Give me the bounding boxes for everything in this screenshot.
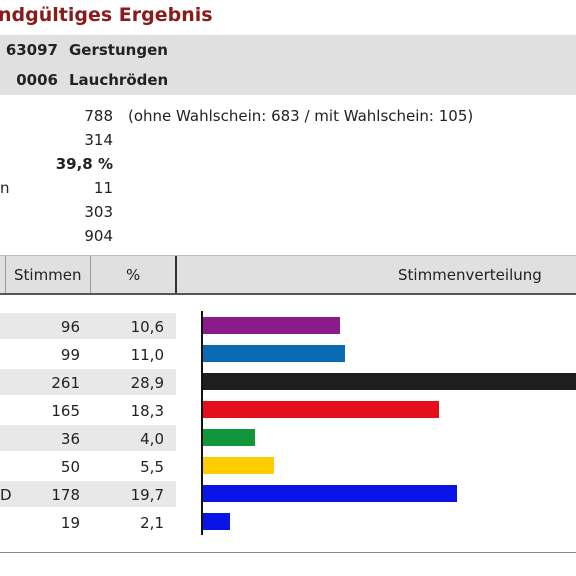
votes-cell: 36 — [60, 430, 80, 448]
table-row: 96 10,6 — [0, 313, 176, 339]
percent-cell: 10,6 — [130, 318, 164, 336]
percent-cell: 2,1 — [140, 514, 164, 532]
vote-share-bar — [203, 485, 457, 502]
table-row: D 178 19,7 — [0, 481, 176, 507]
region-name: Lauchröden — [69, 71, 169, 89]
stat-label-fragment: n — [0, 179, 10, 197]
vote-share-bar — [203, 513, 230, 530]
region-row-district: 0006 Lauchröden — [0, 65, 576, 95]
bar-chart-axis — [201, 311, 203, 535]
table-row: 261 28,9 — [0, 369, 176, 395]
votes-cell: 50 — [60, 458, 80, 476]
table-row: 19 2,1 — [0, 509, 176, 535]
table-row: 36 4,0 — [0, 425, 176, 451]
column-divider — [90, 256, 91, 293]
votes-cell: 261 — [51, 374, 80, 392]
page-title: ndgültiges Ergebnis — [0, 4, 213, 26]
table-bottom-border — [0, 552, 576, 553]
table-header: Stimmen % Stimmenverteilung — [0, 255, 576, 295]
stat-value: 904 — [84, 227, 113, 245]
region-code: 63097 — [5, 41, 58, 59]
percent-cell: 28,9 — [130, 374, 164, 392]
column-divider — [5, 256, 6, 293]
region-name: Gerstungen — [69, 41, 168, 59]
vote-share-bar — [203, 345, 345, 362]
vote-share-bar — [203, 457, 274, 474]
table-row: 165 18,3 — [0, 397, 176, 423]
percent-cell: 18,3 — [130, 402, 164, 420]
turnout-value: 39,8 % — [55, 155, 113, 173]
header-distribution: Stimmenverteilung — [398, 266, 542, 284]
column-divider — [175, 256, 177, 293]
stat-value: 314 — [84, 131, 113, 149]
vote-share-bar — [203, 317, 340, 334]
stat-value: 303 — [84, 203, 113, 221]
percent-cell: 4,0 — [140, 430, 164, 448]
table-row: 99 11,0 — [0, 341, 176, 367]
votes-cell: 19 — [60, 514, 80, 532]
vote-share-bar — [203, 373, 576, 390]
votes-cell: 178 — [51, 486, 80, 504]
stat-value: 788 — [84, 107, 113, 125]
vote-share-bar — [203, 429, 255, 446]
row-label-fragment: D — [0, 486, 12, 504]
vote-share-bar — [203, 401, 439, 418]
stat-note: (ohne Wahlschein: 683 / mit Wahlschein: … — [128, 107, 474, 125]
percent-cell: 5,5 — [140, 458, 164, 476]
region-row-municipality: 63097 Gerstungen — [0, 35, 576, 65]
votes-cell: 96 — [60, 318, 80, 336]
table-row: 50 5,5 — [0, 453, 176, 479]
percent-cell: 11,0 — [130, 346, 164, 364]
votes-cell: 99 — [60, 346, 80, 364]
votes-cell: 165 — [51, 402, 80, 420]
percent-cell: 19,7 — [130, 486, 164, 504]
header-votes: Stimmen — [14, 266, 82, 284]
region-code: 0006 — [16, 71, 58, 89]
stat-value: 11 — [93, 179, 113, 197]
header-percent: % — [126, 266, 141, 284]
